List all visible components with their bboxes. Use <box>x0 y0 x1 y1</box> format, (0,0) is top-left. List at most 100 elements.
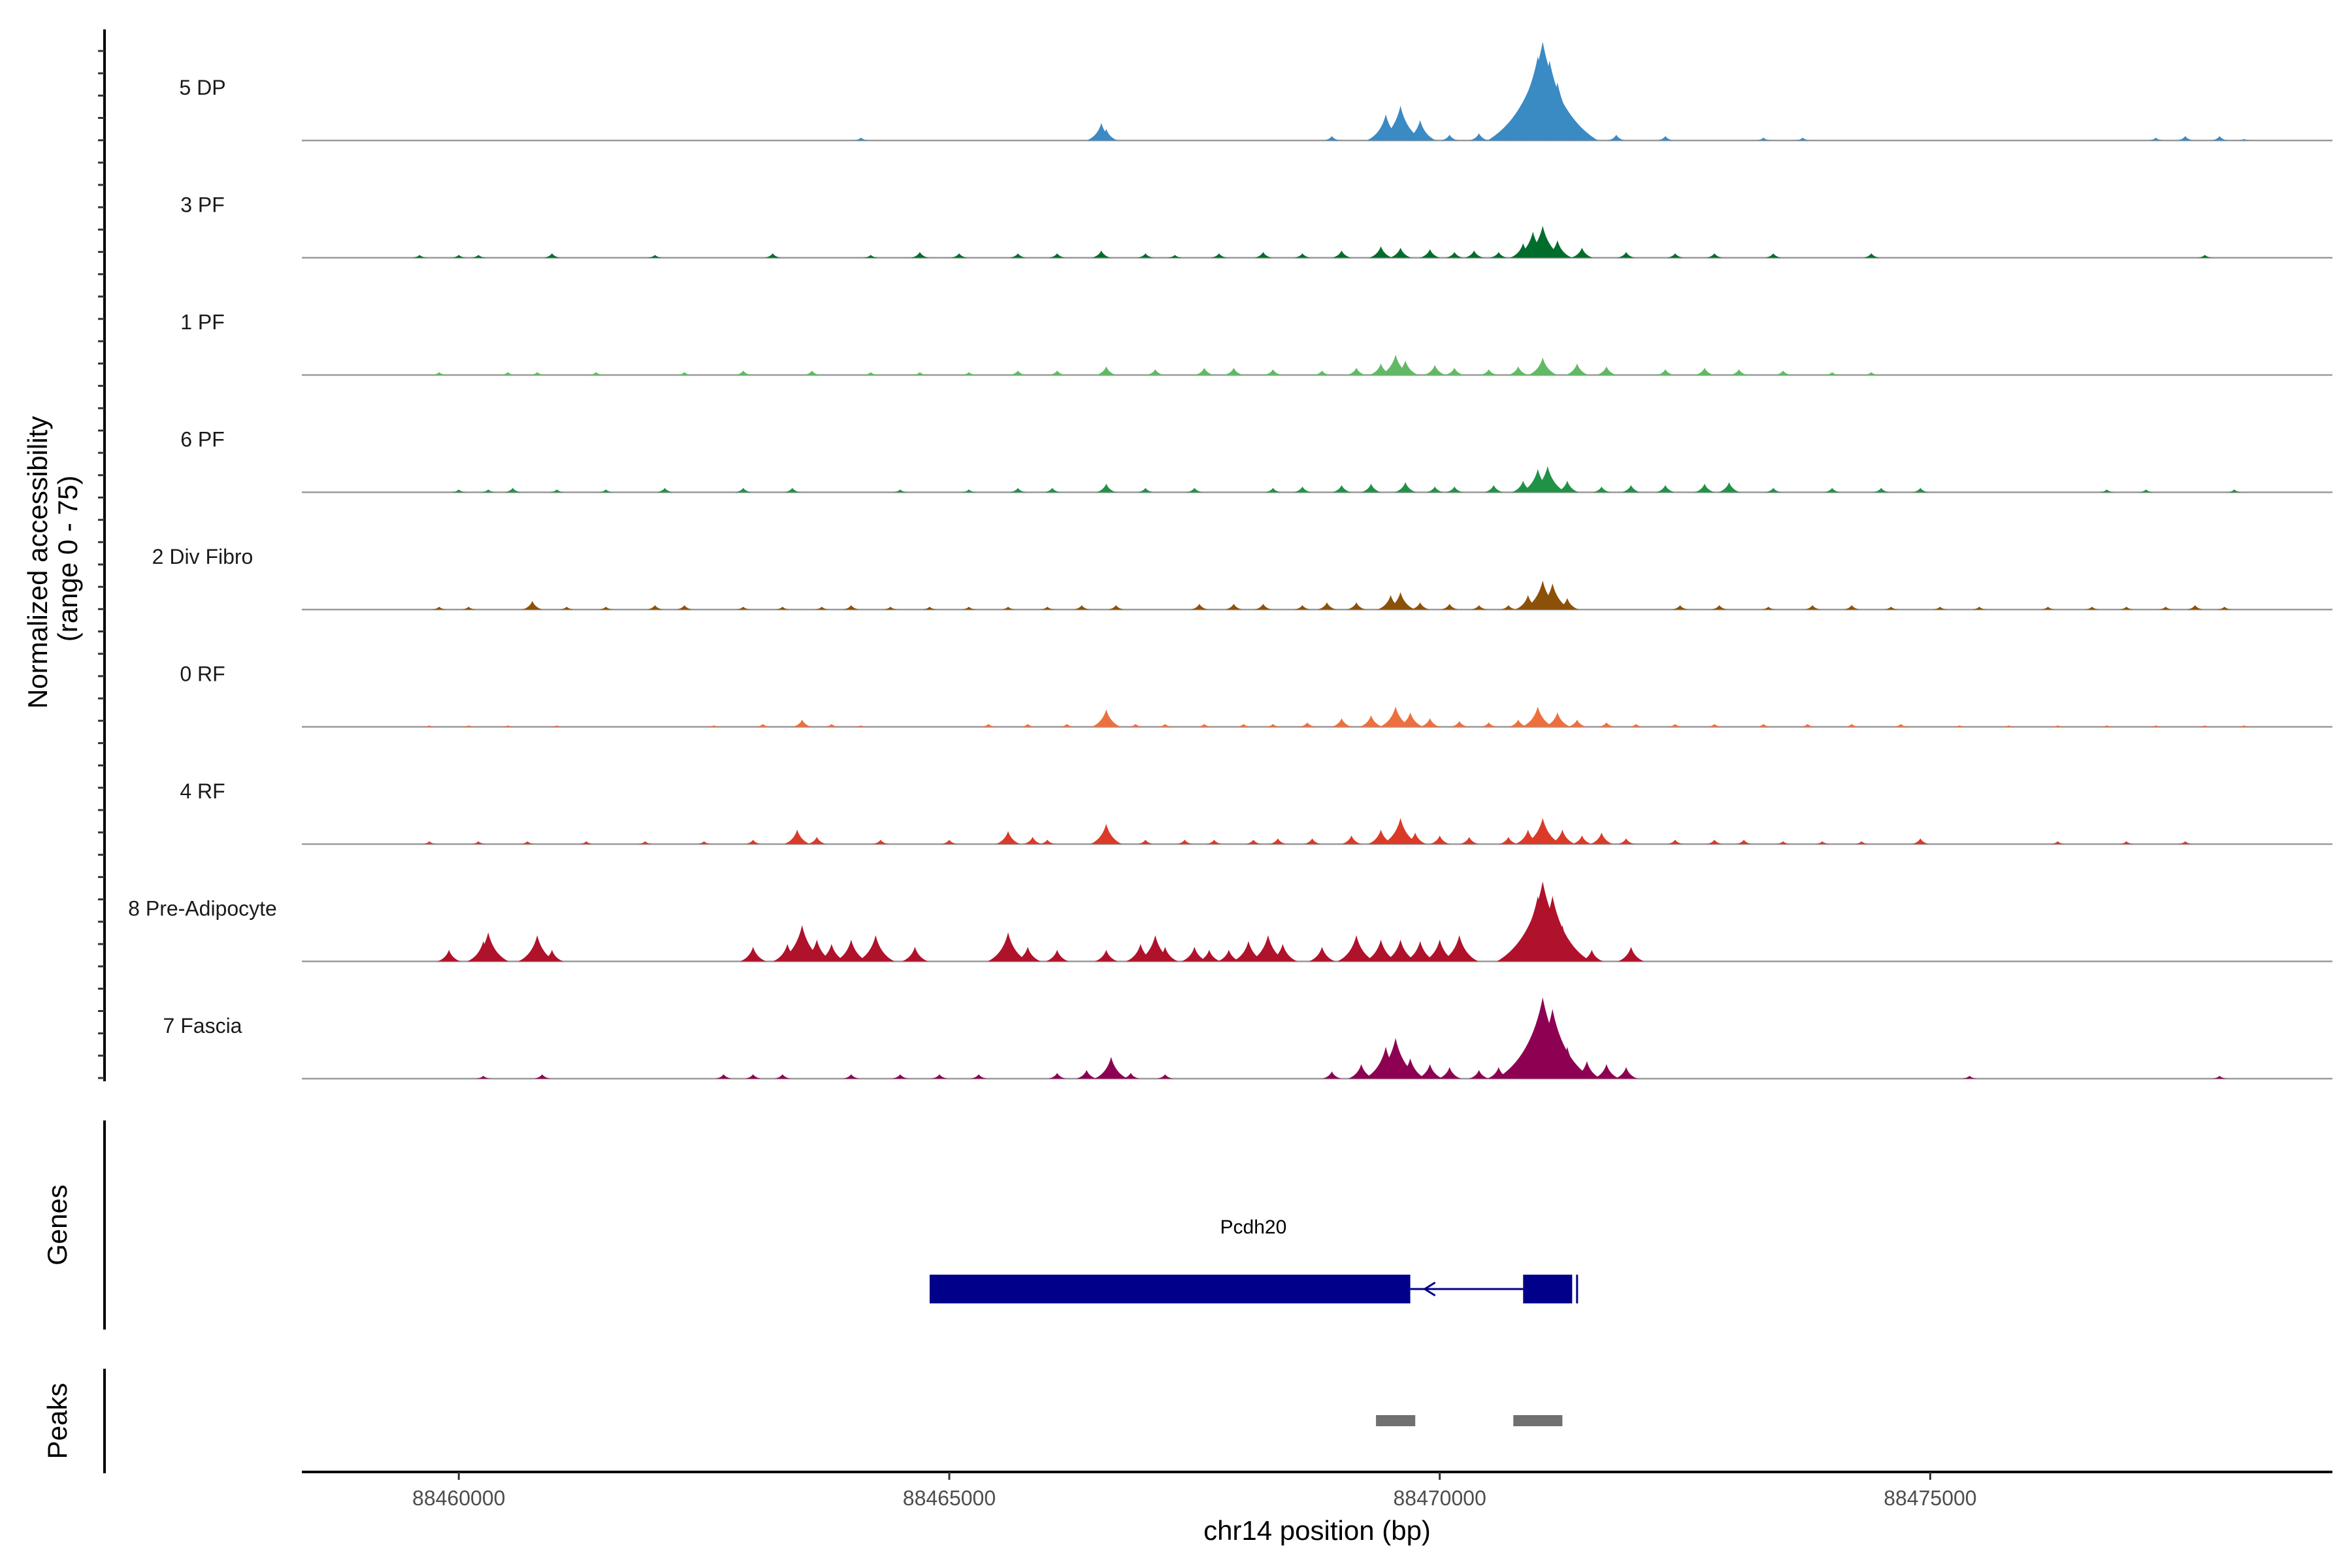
coverage-peak <box>1392 360 1419 375</box>
coverage-peak <box>1484 485 1503 493</box>
coverage-peak <box>1617 252 1635 258</box>
coverage-peak <box>638 841 653 844</box>
coverage-peak <box>1628 724 1644 727</box>
x-axis-ticks: 88460000 88465000 88470000 88475000 <box>412 1472 1977 1510</box>
coverage-peak <box>1156 1074 1173 1079</box>
coverage-peak <box>1823 487 1840 493</box>
coverage-peak <box>1565 363 1589 375</box>
coverage-peak <box>1331 718 1352 727</box>
coverage-peak <box>817 943 847 962</box>
coverage-peak <box>1039 840 1056 844</box>
coverage-peak <box>2119 606 2134 610</box>
coverage-peak <box>1404 120 1437 140</box>
coverage-peak <box>1107 605 1124 610</box>
x-tick-label: 88475000 <box>1884 1486 1976 1510</box>
track-label: 0 RF <box>180 662 225 686</box>
coverage-peak <box>1299 722 1316 727</box>
coverage-peak <box>1137 253 1154 258</box>
coverage-peak <box>1667 253 1684 258</box>
genes-panel-title: Genes <box>42 1184 73 1266</box>
coverage-peak <box>902 947 928 962</box>
coverage-peak <box>1854 841 1869 844</box>
coverage-peak <box>1953 725 1967 727</box>
coverage-peak <box>1420 718 1441 727</box>
coverage-peak <box>451 255 466 258</box>
coverage-peak <box>2002 725 2016 727</box>
coverage-tracks: 5 DP 3 PF 1 PF 6 PF 2 Div Fibro 0 RF 4 RF 8 Pre… <box>128 41 2332 1080</box>
y-axis-title-line-2: (range 0 - 75) <box>52 476 83 642</box>
track-label: 6 PF <box>180 428 225 451</box>
coverage-peak <box>2148 137 2163 140</box>
coverage-peak <box>1815 841 1830 844</box>
coverage-peak <box>981 724 996 727</box>
coverage-peak <box>1500 605 1517 610</box>
coverage-peak <box>1206 840 1222 844</box>
coverage-peak <box>432 606 447 610</box>
coverage-peak <box>2178 841 2193 844</box>
coverage-peak <box>676 605 693 610</box>
coverage-peak <box>1571 835 1593 844</box>
coverage-peak <box>2099 489 2114 493</box>
coverage-peak <box>1596 366 1617 375</box>
coverage-peak <box>1049 253 1066 258</box>
coverage-peak <box>501 725 515 727</box>
coverage-peak <box>2138 489 2153 493</box>
coverage-peak <box>468 932 509 962</box>
track-3-pf: 3 PF <box>180 193 2332 259</box>
coverage-peak <box>647 255 662 258</box>
coverage-peak <box>941 840 958 844</box>
coverage-peak <box>1718 482 1740 493</box>
coverage-peak <box>1044 487 1060 493</box>
coverage-peak <box>1347 367 1366 375</box>
coverage-peak <box>2040 606 2055 610</box>
coverage-peak <box>857 935 895 962</box>
track-8-pre-adipocyte: 8 Pre-Adipocyte <box>128 881 2332 962</box>
coverage-peak <box>1522 706 1554 727</box>
coverage-peak <box>1137 840 1154 844</box>
coverage-peak <box>579 841 594 844</box>
coverage-peak <box>1197 724 1212 727</box>
coverage-peak <box>1137 487 1154 493</box>
coverage-peak <box>1800 724 1815 727</box>
track-label: 7 Fascia <box>163 1014 242 1037</box>
coverage-peak <box>1359 715 1383 727</box>
coverage-peak <box>1045 949 1069 962</box>
coverage-peak <box>1508 366 1529 375</box>
coverage-peak <box>589 372 604 375</box>
coverage-peak <box>1480 369 1498 375</box>
coverage-peak <box>2237 725 2251 727</box>
gene-model-pcdh20[interactable] <box>929 1275 1578 1303</box>
coverage-peak <box>1804 605 1821 610</box>
gene-exon <box>929 1275 1411 1303</box>
coverage-peak <box>1009 253 1026 258</box>
coverage-peak <box>1073 605 1090 610</box>
coverage-peak <box>1911 838 1929 844</box>
coverage-peak <box>2100 725 2114 727</box>
coverage-peak <box>1761 606 1776 610</box>
coverage-peak <box>2217 606 2232 610</box>
track-6-pf: 6 PF <box>180 428 2332 493</box>
peaks-panel-title: Peaks <box>42 1383 73 1460</box>
coverage-peak <box>1096 366 1117 375</box>
coverage-peak <box>1023 836 1043 844</box>
coverage-peak <box>1303 838 1321 844</box>
coverage-peak <box>2050 841 2065 844</box>
coverage-peak <box>1844 724 1859 727</box>
coverage-peak <box>530 372 545 375</box>
coverage-peak <box>1091 709 1121 727</box>
coverage-peak <box>1389 248 1412 258</box>
coverage-peak <box>1460 836 1479 844</box>
coverage-peak <box>1695 367 1714 375</box>
coverage-peak <box>1545 1047 1590 1079</box>
coverage-peak <box>1394 482 1416 493</box>
coverage-peak <box>522 600 543 610</box>
coverage-peak <box>1049 370 1066 375</box>
track-2-div-fibro: 2 Div Fibro <box>152 545 2332 611</box>
coverage-peak <box>1379 706 1412 727</box>
track-4-rf: 4 RF <box>180 779 2332 845</box>
coverage-peak <box>1893 724 1908 727</box>
coverage-peak <box>740 947 766 962</box>
coverage-peak <box>1795 137 1810 140</box>
coverage-peak <box>1009 370 1026 375</box>
coverage-peak <box>1469 1070 1490 1079</box>
